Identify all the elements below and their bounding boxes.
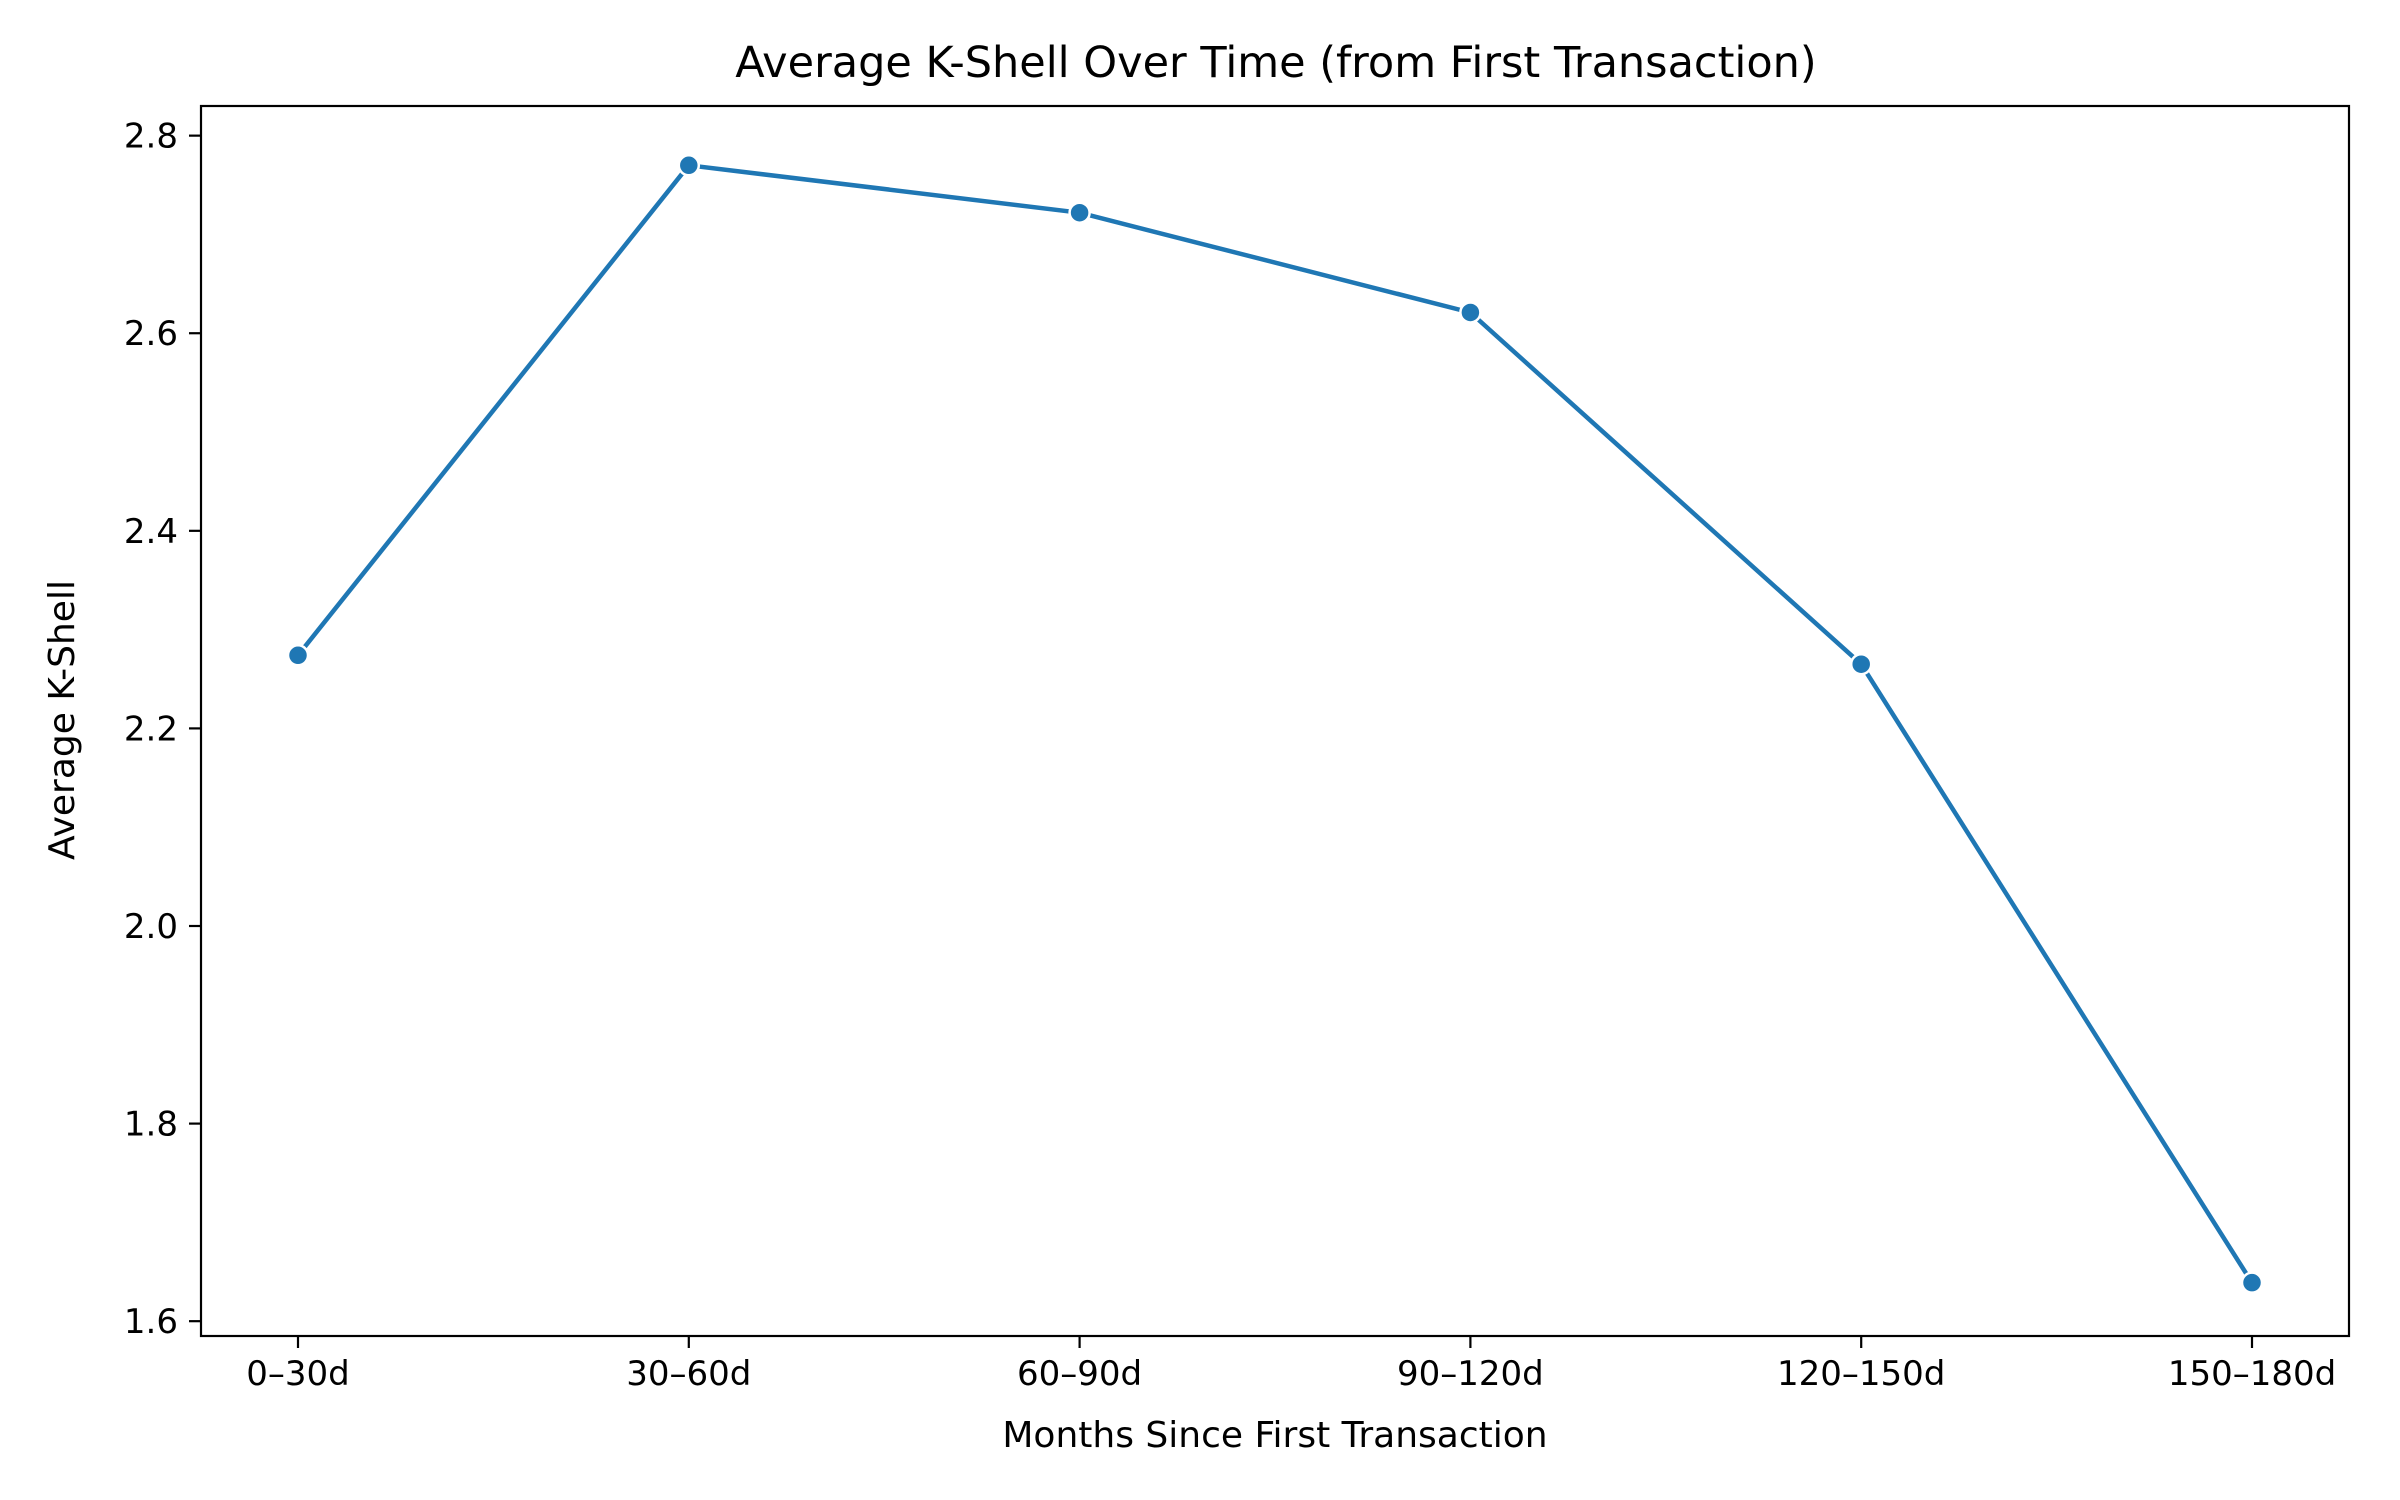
y-tick-label: 2.0 <box>124 907 178 947</box>
data-point <box>677 154 701 177</box>
y-axis-label: Average K-Shell <box>42 580 83 860</box>
data-point <box>1459 301 1482 324</box>
y-tick-label: 2.8 <box>124 117 178 157</box>
y-axis: 1.6 1.8 2.0 2.2 2.4 2.6 2.8 <box>124 117 201 1342</box>
data-point <box>1068 201 1091 224</box>
x-tick-label: 0–30d <box>246 1354 349 1394</box>
data-point <box>2240 1271 2264 1294</box>
chart-title: Average K-Shell Over Time (from First Tr… <box>735 38 1816 88</box>
y-tick-label: 2.2 <box>124 709 178 749</box>
y-tick-label: 1.8 <box>124 1105 178 1145</box>
y-tick-label: 1.6 <box>124 1302 178 1342</box>
x-tick-label: 150–180d <box>2168 1354 2336 1394</box>
x-axis: 0–30d 30–60d 60–90d 90–120d 120–150d 150–180d <box>246 1336 2336 1394</box>
x-tick-label: 60–90d <box>1017 1354 1142 1394</box>
data-point <box>1849 652 1873 676</box>
y-tick-label: 2.6 <box>124 314 178 354</box>
data-series <box>286 154 2264 1294</box>
x-tick-label: 30–60d <box>626 1354 751 1394</box>
x-tick-label: 90–120d <box>1397 1354 1544 1394</box>
data-point <box>286 644 310 667</box>
x-tick-label: 120–150d <box>1777 1354 1945 1394</box>
x-axis-label: Months Since First Transaction <box>1002 1415 1547 1456</box>
plot-area-frame <box>199 104 2351 1338</box>
series-line <box>294 163 2256 1286</box>
y-tick-label: 2.4 <box>124 512 178 552</box>
